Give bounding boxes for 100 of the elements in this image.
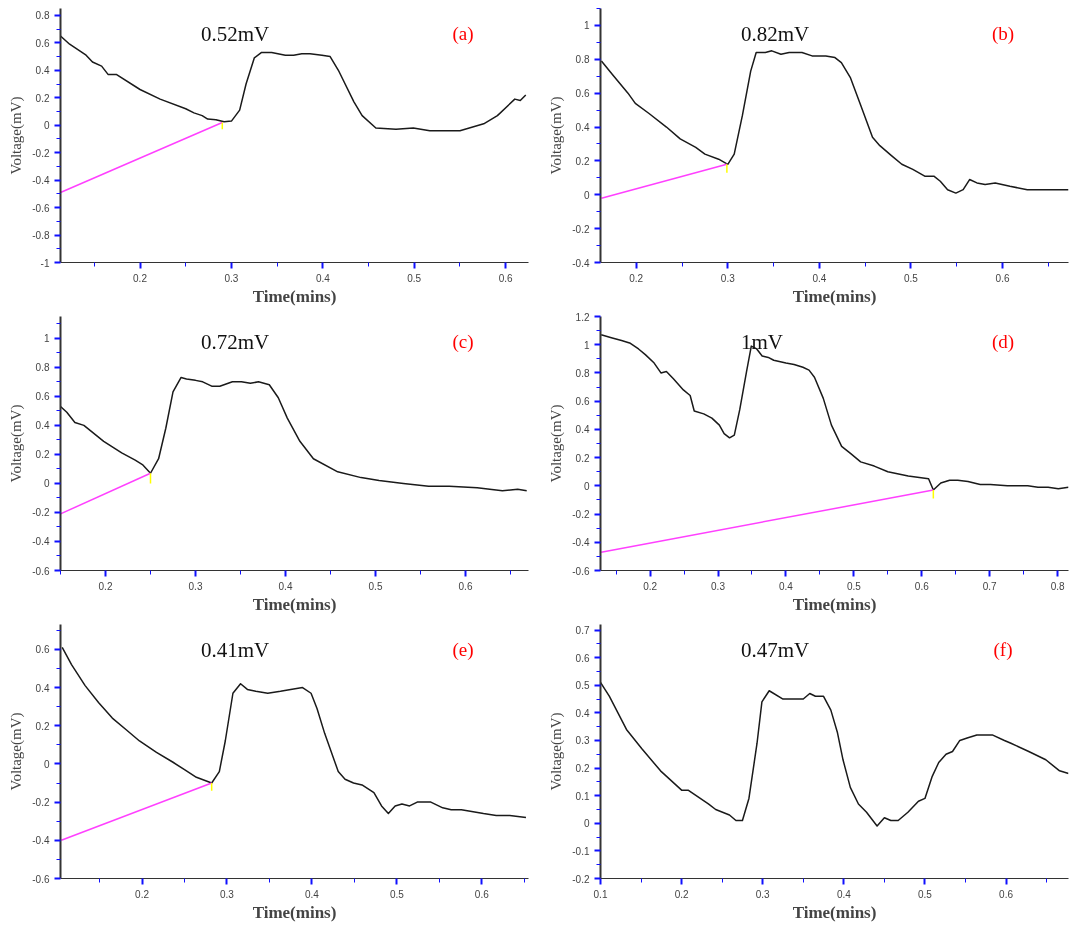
x-tick-label: 0.6	[995, 272, 1010, 284]
annotation: 0.41mV	[200, 637, 270, 662]
y-axis-title: Voltage(mV)	[548, 712, 566, 791]
y-tick-label: -0.2	[32, 147, 50, 159]
y-tick-label: 0.2	[35, 92, 50, 104]
y-tick-label: -0.4	[572, 537, 590, 549]
annotation: (e)	[452, 639, 474, 662]
x-tick-label: 0.3	[755, 888, 771, 900]
y-tick-label: -0.8	[32, 230, 50, 242]
y-tick-label: -1	[40, 257, 50, 269]
x-tick-label: 0.2	[674, 888, 689, 900]
y-tick-label: -0.6	[32, 565, 50, 577]
x-axis-title: Time(mins)	[792, 594, 877, 614]
x-tick-label: 0.6	[999, 888, 1014, 900]
y-tick-label: 1	[43, 333, 50, 345]
y-tick-label: -0.2	[32, 797, 50, 809]
y-axis-title: Voltage(mV)	[8, 96, 26, 175]
y-tick-label: -0.2	[572, 509, 590, 521]
x-tick-label: 0.4	[812, 272, 827, 284]
x-tick-label: 0.2	[643, 580, 658, 592]
y-tick-label: 0.6	[35, 644, 50, 656]
y-tick-label: 0.8	[575, 54, 590, 66]
x-tick-label: 0.7	[982, 580, 998, 592]
x-tick-label: 0.2	[133, 272, 148, 284]
y-axis-title: Voltage(mV)	[548, 404, 566, 483]
x-tick-label: 0.3	[224, 272, 239, 284]
y-tick-label: 0.8	[35, 10, 50, 22]
y-tick-label: 0.4	[575, 122, 590, 134]
y-tick-label: -0.6	[32, 873, 50, 885]
y-tick-label: 0.2	[575, 155, 590, 167]
x-tick-label: 0.6	[474, 888, 490, 900]
annotation: (c)	[452, 331, 474, 354]
y-tick-label: 0.8	[575, 367, 590, 379]
x-axis-title: Time(mins)	[792, 286, 877, 306]
y-tick-label: -0.4	[32, 175, 50, 187]
y-tick-label: 1	[583, 339, 590, 351]
y-tick-label: 0.6	[575, 396, 590, 408]
y-tick-label: 0.8	[35, 362, 50, 374]
y-tick-label: -0.4	[32, 835, 50, 847]
y-tick-label: -0.2	[32, 507, 50, 519]
annotation: (d)	[991, 331, 1015, 354]
y-tick-label: 0.4	[35, 682, 50, 694]
x-tick-label: 0.4	[278, 580, 293, 592]
y-tick-label: 0.7	[575, 625, 590, 637]
y-tick-label: -0.1	[572, 845, 590, 857]
y-tick-label: 0.4	[35, 65, 50, 77]
x-tick-label: 0.4	[836, 888, 852, 900]
y-tick-label: 0.4	[35, 420, 50, 432]
y-tick-label: 0.6	[575, 652, 590, 664]
annotation: (a)	[452, 23, 474, 46]
x-tick-label: 0.4	[315, 272, 331, 284]
annotation: 0.52mV	[200, 21, 270, 46]
x-tick-label: 0.5	[368, 580, 383, 592]
annotation: 0.82mV	[740, 21, 810, 46]
x-axis-title: Time(mins)	[252, 286, 337, 306]
y-tick-label: 0	[583, 480, 590, 492]
x-tick-label: 0.2	[98, 580, 113, 592]
y-tick-label: -0.6	[572, 565, 590, 577]
y-tick-label: 0.5	[575, 680, 590, 692]
x-tick-label: 0.5	[846, 580, 862, 592]
x-tick-label: 0.6	[914, 580, 930, 592]
y-tick-label: 0.6	[35, 37, 50, 49]
x-axis-title: Time(mins)	[252, 902, 337, 922]
y-tick-label: 0.2	[35, 720, 50, 732]
y-tick-label: -0.6	[32, 202, 50, 214]
x-tick-label: 0.3	[711, 580, 726, 592]
x-tick-label: 0.5	[389, 888, 405, 900]
y-tick-label: -0.2	[572, 873, 590, 885]
y-tick-label: 0	[43, 758, 50, 770]
x-tick-label: 0.3	[720, 272, 736, 284]
y-tick-label: -0.4	[572, 257, 590, 269]
x-axis-title: Time(mins)	[252, 594, 337, 614]
x-tick-label: 0.5	[407, 272, 422, 284]
x-tick-label: 0.3	[188, 580, 203, 592]
y-tick-label: 0.4	[575, 707, 590, 719]
y-tick-label: 0.2	[575, 452, 590, 464]
y-tick-label: 0	[43, 120, 50, 132]
annotation: 0.47mV	[740, 637, 810, 662]
y-tick-label: 0	[43, 478, 50, 490]
y-tick-label: 1.2	[575, 311, 590, 323]
annotation: 1mV	[740, 329, 783, 354]
y-axis-title: Voltage(mV)	[548, 96, 566, 175]
y-tick-label: -0.4	[32, 536, 50, 548]
x-tick-label: 0.4	[778, 580, 794, 592]
annotation: (b)	[991, 23, 1015, 46]
y-tick-label: 0.2	[575, 763, 590, 775]
x-tick-label: 0.2	[135, 888, 150, 900]
y-tick-label: 0.2	[35, 449, 50, 461]
x-tick-label: 0.5	[904, 272, 919, 284]
x-tick-label: 0.8	[1050, 580, 1066, 592]
y-axis-title: Voltage(mV)	[8, 404, 26, 483]
x-tick-label: 0.1	[593, 888, 608, 900]
x-tick-label: 0.6	[458, 580, 473, 592]
y-tick-label: 0.1	[575, 790, 590, 802]
y-axis-title: Voltage(mV)	[8, 712, 26, 791]
y-tick-label: 0	[583, 189, 590, 201]
y-tick-label: 0.4	[575, 424, 590, 436]
y-tick-label: 0.3	[575, 735, 590, 747]
y-tick-label: 0.6	[35, 391, 50, 403]
x-tick-label: 0.2	[629, 272, 644, 284]
